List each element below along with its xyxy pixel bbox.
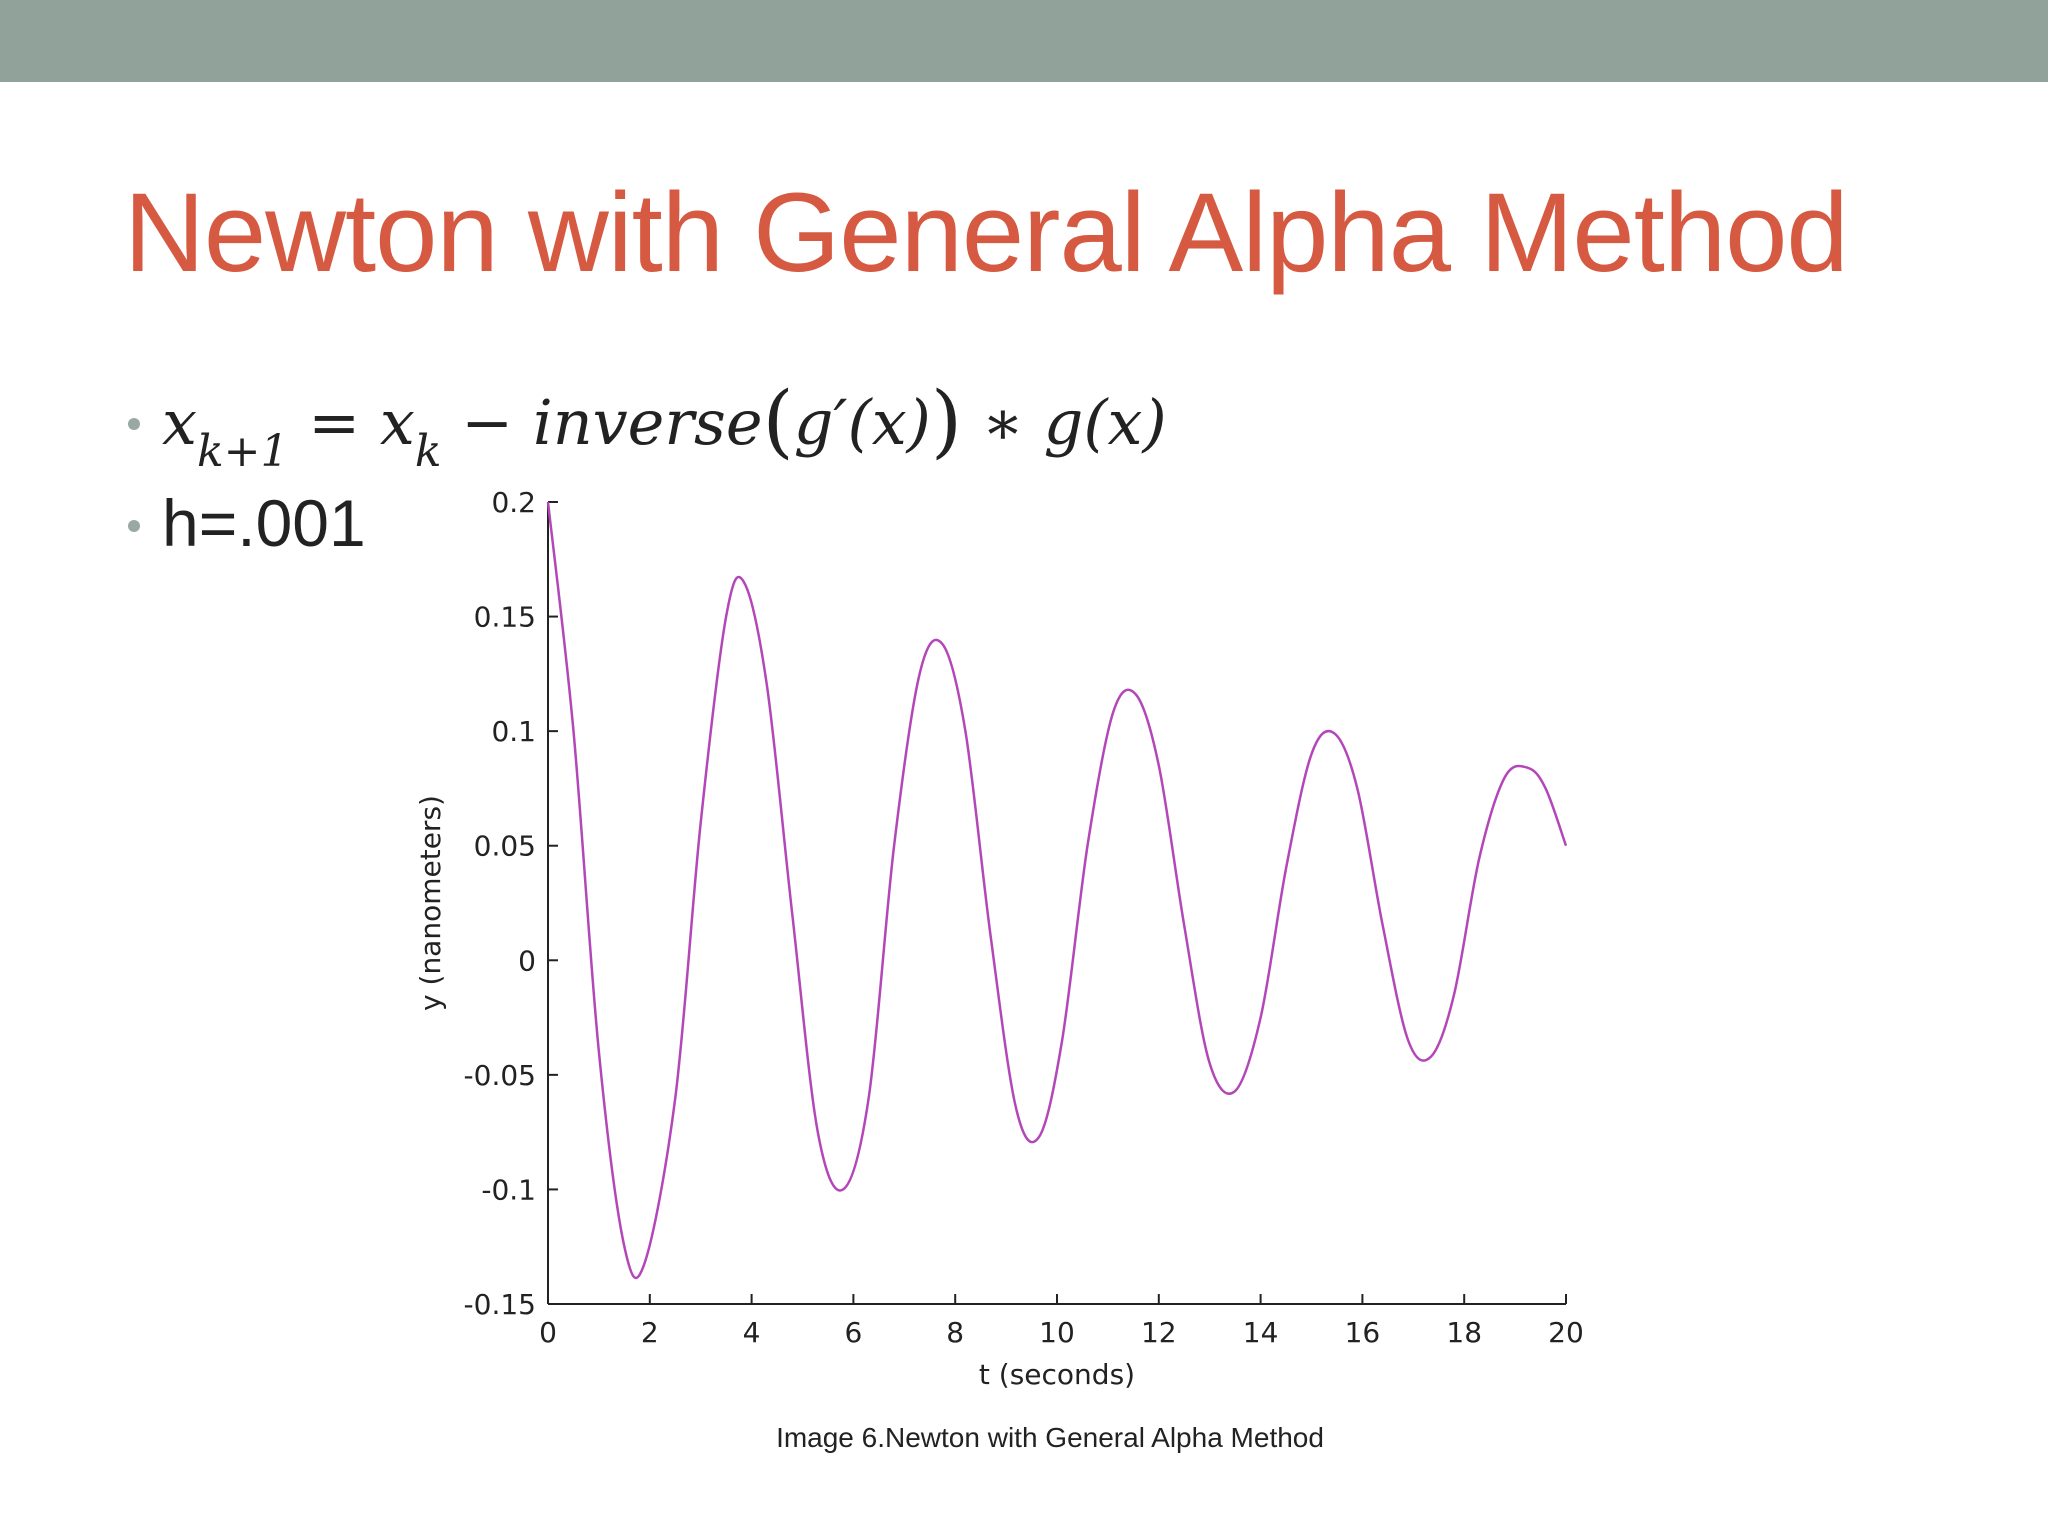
x-tick-label: 12 — [1141, 1316, 1177, 1349]
y-tick-label: 0.05 — [474, 830, 536, 863]
formula-open-paren: ( — [762, 374, 794, 467]
x-tick-label: 18 — [1446, 1316, 1482, 1349]
y-tick-label: 0.2 — [491, 486, 536, 519]
x-tick-label: 10 — [1039, 1316, 1075, 1349]
series-line — [546, 501, 1568, 1280]
y-tick-label: -0.1 — [481, 1173, 536, 1206]
bullet-formula — [124, 414, 144, 434]
x-tick-label: 6 — [844, 1316, 862, 1349]
x-tick-label: 16 — [1345, 1316, 1381, 1349]
x-tick-label: 0 — [539, 1316, 557, 1349]
y-tick-label: -0.15 — [464, 1288, 536, 1321]
formula-func: inverse — [532, 386, 763, 459]
formula-inner: g′(x) — [793, 386, 931, 459]
formula-equals: = — [288, 386, 380, 459]
x-tick-label: 20 — [1548, 1316, 1584, 1349]
formula-times: ∗ — [962, 386, 1044, 459]
figure-caption: Image 6.Newton with General Alpha Method — [776, 1422, 1324, 1453]
x-tick-label: 14 — [1243, 1316, 1279, 1349]
y-axis-label: y (nanometers) — [414, 795, 447, 1011]
y-tick-label: 0.15 — [474, 601, 536, 634]
y-tick-label: -0.05 — [464, 1059, 536, 1092]
y-tick-label: 0 — [518, 944, 536, 977]
y-tick-label: 0.1 — [491, 715, 536, 748]
formula-rhs-sub: k — [414, 426, 442, 477]
x-axis-label: t (seconds) — [979, 1358, 1135, 1391]
formula-lhs-var: x — [162, 386, 197, 459]
formula: xk+1 = xk − inverse(g′(x)) ∗ g(x) — [162, 372, 1167, 478]
formula-rhs-var: x — [379, 386, 415, 459]
bullet-dot — [128, 418, 140, 430]
formula-close-paren: ) — [930, 374, 963, 467]
top-band — [0, 0, 2048, 82]
formula-minus: − — [441, 386, 533, 459]
formula-lhs-sub: k+1 — [196, 426, 289, 477]
step-size-text: h=.001 — [162, 486, 366, 560]
x-tick-label: 8 — [946, 1316, 964, 1349]
x-tick-label: 2 — [641, 1316, 659, 1349]
slide-title: Newton with General Alpha Method — [124, 170, 1849, 295]
x-tick-label: 4 — [743, 1316, 761, 1349]
formula-tail: g(x) — [1043, 386, 1167, 459]
bullet-dot — [128, 520, 140, 532]
bullet-step — [124, 516, 144, 536]
